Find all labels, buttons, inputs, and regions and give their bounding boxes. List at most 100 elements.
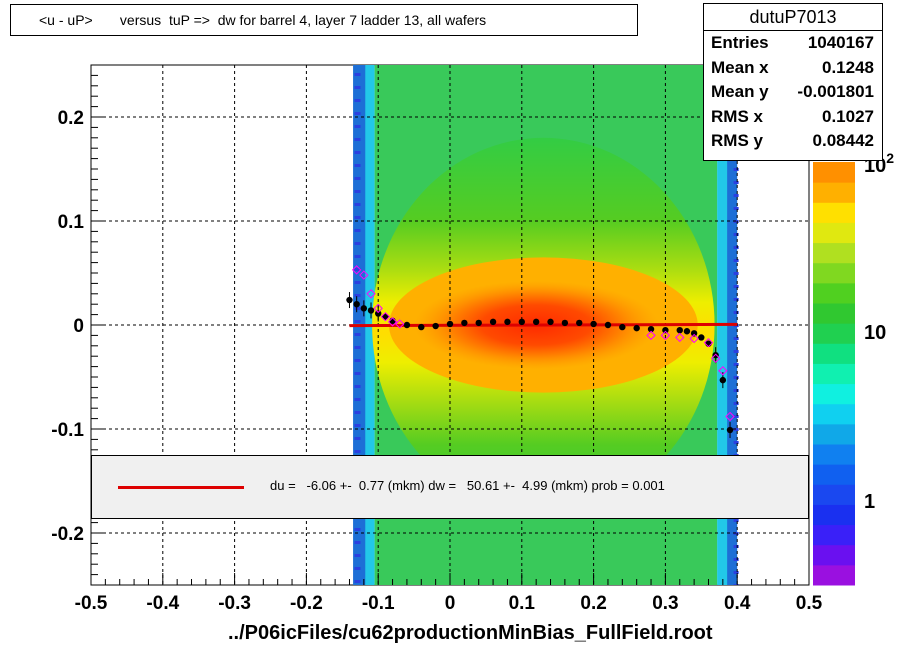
stats-value: 0.08442 <box>812 131 874 150</box>
heatmap-sparse-cell <box>733 571 739 574</box>
heatmap-sparse-cell <box>733 441 739 444</box>
color-scale-label: 1 <box>864 491 875 513</box>
heatmap-sparse-cell <box>733 337 739 340</box>
color-scale-cell <box>813 242 855 264</box>
heatmap-sparse-cell <box>733 545 739 548</box>
profile-point <box>547 318 554 326</box>
y-tick-label: 0.1 <box>58 212 85 233</box>
profile-point <box>683 328 691 335</box>
profile-points-layer <box>346 292 734 439</box>
heatmap-sparse-cell <box>733 168 739 171</box>
heatmap-sparse-cell <box>354 86 361 89</box>
color-scale-cell <box>813 363 855 385</box>
heatmap-sparse-cell <box>354 554 361 557</box>
profile-point <box>461 319 468 327</box>
heatmap-sparse-cell <box>733 220 739 223</box>
profile-point <box>375 310 382 317</box>
x-axis-label: ../P06icFiles/cu62productionMinBias_Full… <box>228 622 713 644</box>
heatmap-sparse-cell <box>354 73 361 76</box>
color-scale-cell <box>813 343 855 364</box>
heatmap-sparse-cell <box>733 428 739 431</box>
profile-point <box>676 327 683 334</box>
color-scale-cell <box>813 222 855 244</box>
fit-line-layer <box>349 322 738 328</box>
heatmap-sparse-cell <box>354 567 361 570</box>
profile-point <box>504 318 511 326</box>
stats-label: Mean x <box>711 57 769 77</box>
heatmap-sparse-cell <box>354 138 361 141</box>
profile-point <box>418 323 425 331</box>
stats-row-mean-x: Mean x 0.1248 <box>704 56 882 81</box>
open-point <box>351 265 362 275</box>
heatmap-sparse-cell <box>733 181 739 184</box>
x-tick-label: 0.5 <box>796 593 823 614</box>
color-scale-cell <box>813 262 855 284</box>
color-scale-cell <box>813 444 855 465</box>
y-tick-label: -0.1 <box>51 420 84 441</box>
profile-point <box>561 319 569 327</box>
heatmap-sparse-cell <box>354 112 361 115</box>
open-point <box>725 411 735 422</box>
heatmap-sparse-cell <box>354 229 361 232</box>
heatmap-sparse-cell <box>733 233 739 236</box>
heatmap-sparse-cell <box>354 372 361 375</box>
heatmap-sparse-cell <box>354 281 361 284</box>
color-scale-cell <box>813 182 855 203</box>
profile-point <box>712 351 719 359</box>
heatmap-sparse-cell <box>354 216 361 219</box>
heatmap-sparse-cell <box>733 194 739 197</box>
color-scale-cell <box>813 484 855 505</box>
heatmap-sparse-cell <box>733 415 739 418</box>
open-point <box>689 333 699 344</box>
profile-point <box>382 313 389 320</box>
heatmap-sparse-cell <box>354 268 361 271</box>
profile-point <box>726 426 734 434</box>
profile-point <box>532 318 540 326</box>
heatmap-sparse-cell <box>354 177 361 180</box>
color-scale-cell <box>813 504 855 526</box>
open-point <box>366 289 376 299</box>
stats-row-rms-y: RMS y 0.08442 <box>704 129 882 154</box>
tick-labels: -0.5 -0.4 -0.3 -0.2 -0.1 0 0.1 0.2 0.3 0.4 0.5 0.2 0… <box>51 108 894 614</box>
heatmap-sparse-cell <box>354 151 361 154</box>
fit-line <box>349 322 738 328</box>
legend-line-swatch <box>118 486 244 489</box>
heatmap-sparse-cell <box>733 519 739 522</box>
heatmap-sparse-cell <box>733 532 739 535</box>
profile-point <box>367 307 375 314</box>
open-point <box>359 270 369 280</box>
profile-point <box>489 318 497 326</box>
color-scale-cell <box>813 303 855 324</box>
chart-title: <u - uP> versus tuP => dw for barrel 4, … <box>10 4 638 36</box>
open-point <box>646 330 656 341</box>
stats-value: 1040167 <box>807 33 874 52</box>
heatmap-sparse-cell <box>354 346 361 349</box>
stats-label: RMS x <box>711 106 763 126</box>
profile-point <box>662 327 669 334</box>
color-scale-cell <box>813 544 855 566</box>
x-tick-label: -0.4 <box>146 593 179 614</box>
stats-label: Entries <box>711 33 769 52</box>
stats-value: 0.1027 <box>822 106 874 126</box>
heatmap-sparse-cell <box>733 350 739 353</box>
heatmap-sparse-cell <box>733 558 739 561</box>
x-tick-label: 0.1 <box>509 593 536 614</box>
color-scale-cell <box>813 564 855 586</box>
color-scale-cell <box>813 464 855 485</box>
profile-point <box>360 305 368 312</box>
heatmap-sparse-cell <box>354 255 361 258</box>
x-tick-label: -0.1 <box>362 593 395 614</box>
heatmap-sparse-cell <box>733 402 739 405</box>
x-tick-label: 0.4 <box>724 593 751 614</box>
profile-point <box>633 324 640 332</box>
open-point <box>718 366 728 376</box>
open-point <box>380 311 391 322</box>
color-scale-cell <box>813 323 855 344</box>
legend-text: du = -6.06 +- 0.77 (mkm) dw = 50.61 +- 4… <box>270 478 665 493</box>
fit-legend: du = -6.06 +- 0.77 (mkm) dw = 50.61 +- 4… <box>91 455 809 519</box>
profile-point <box>346 296 353 304</box>
profile-point <box>698 334 705 341</box>
open-point <box>710 353 721 363</box>
profile-point <box>647 325 655 333</box>
stats-row-mean-y: Mean y -0.001801 <box>704 80 882 105</box>
